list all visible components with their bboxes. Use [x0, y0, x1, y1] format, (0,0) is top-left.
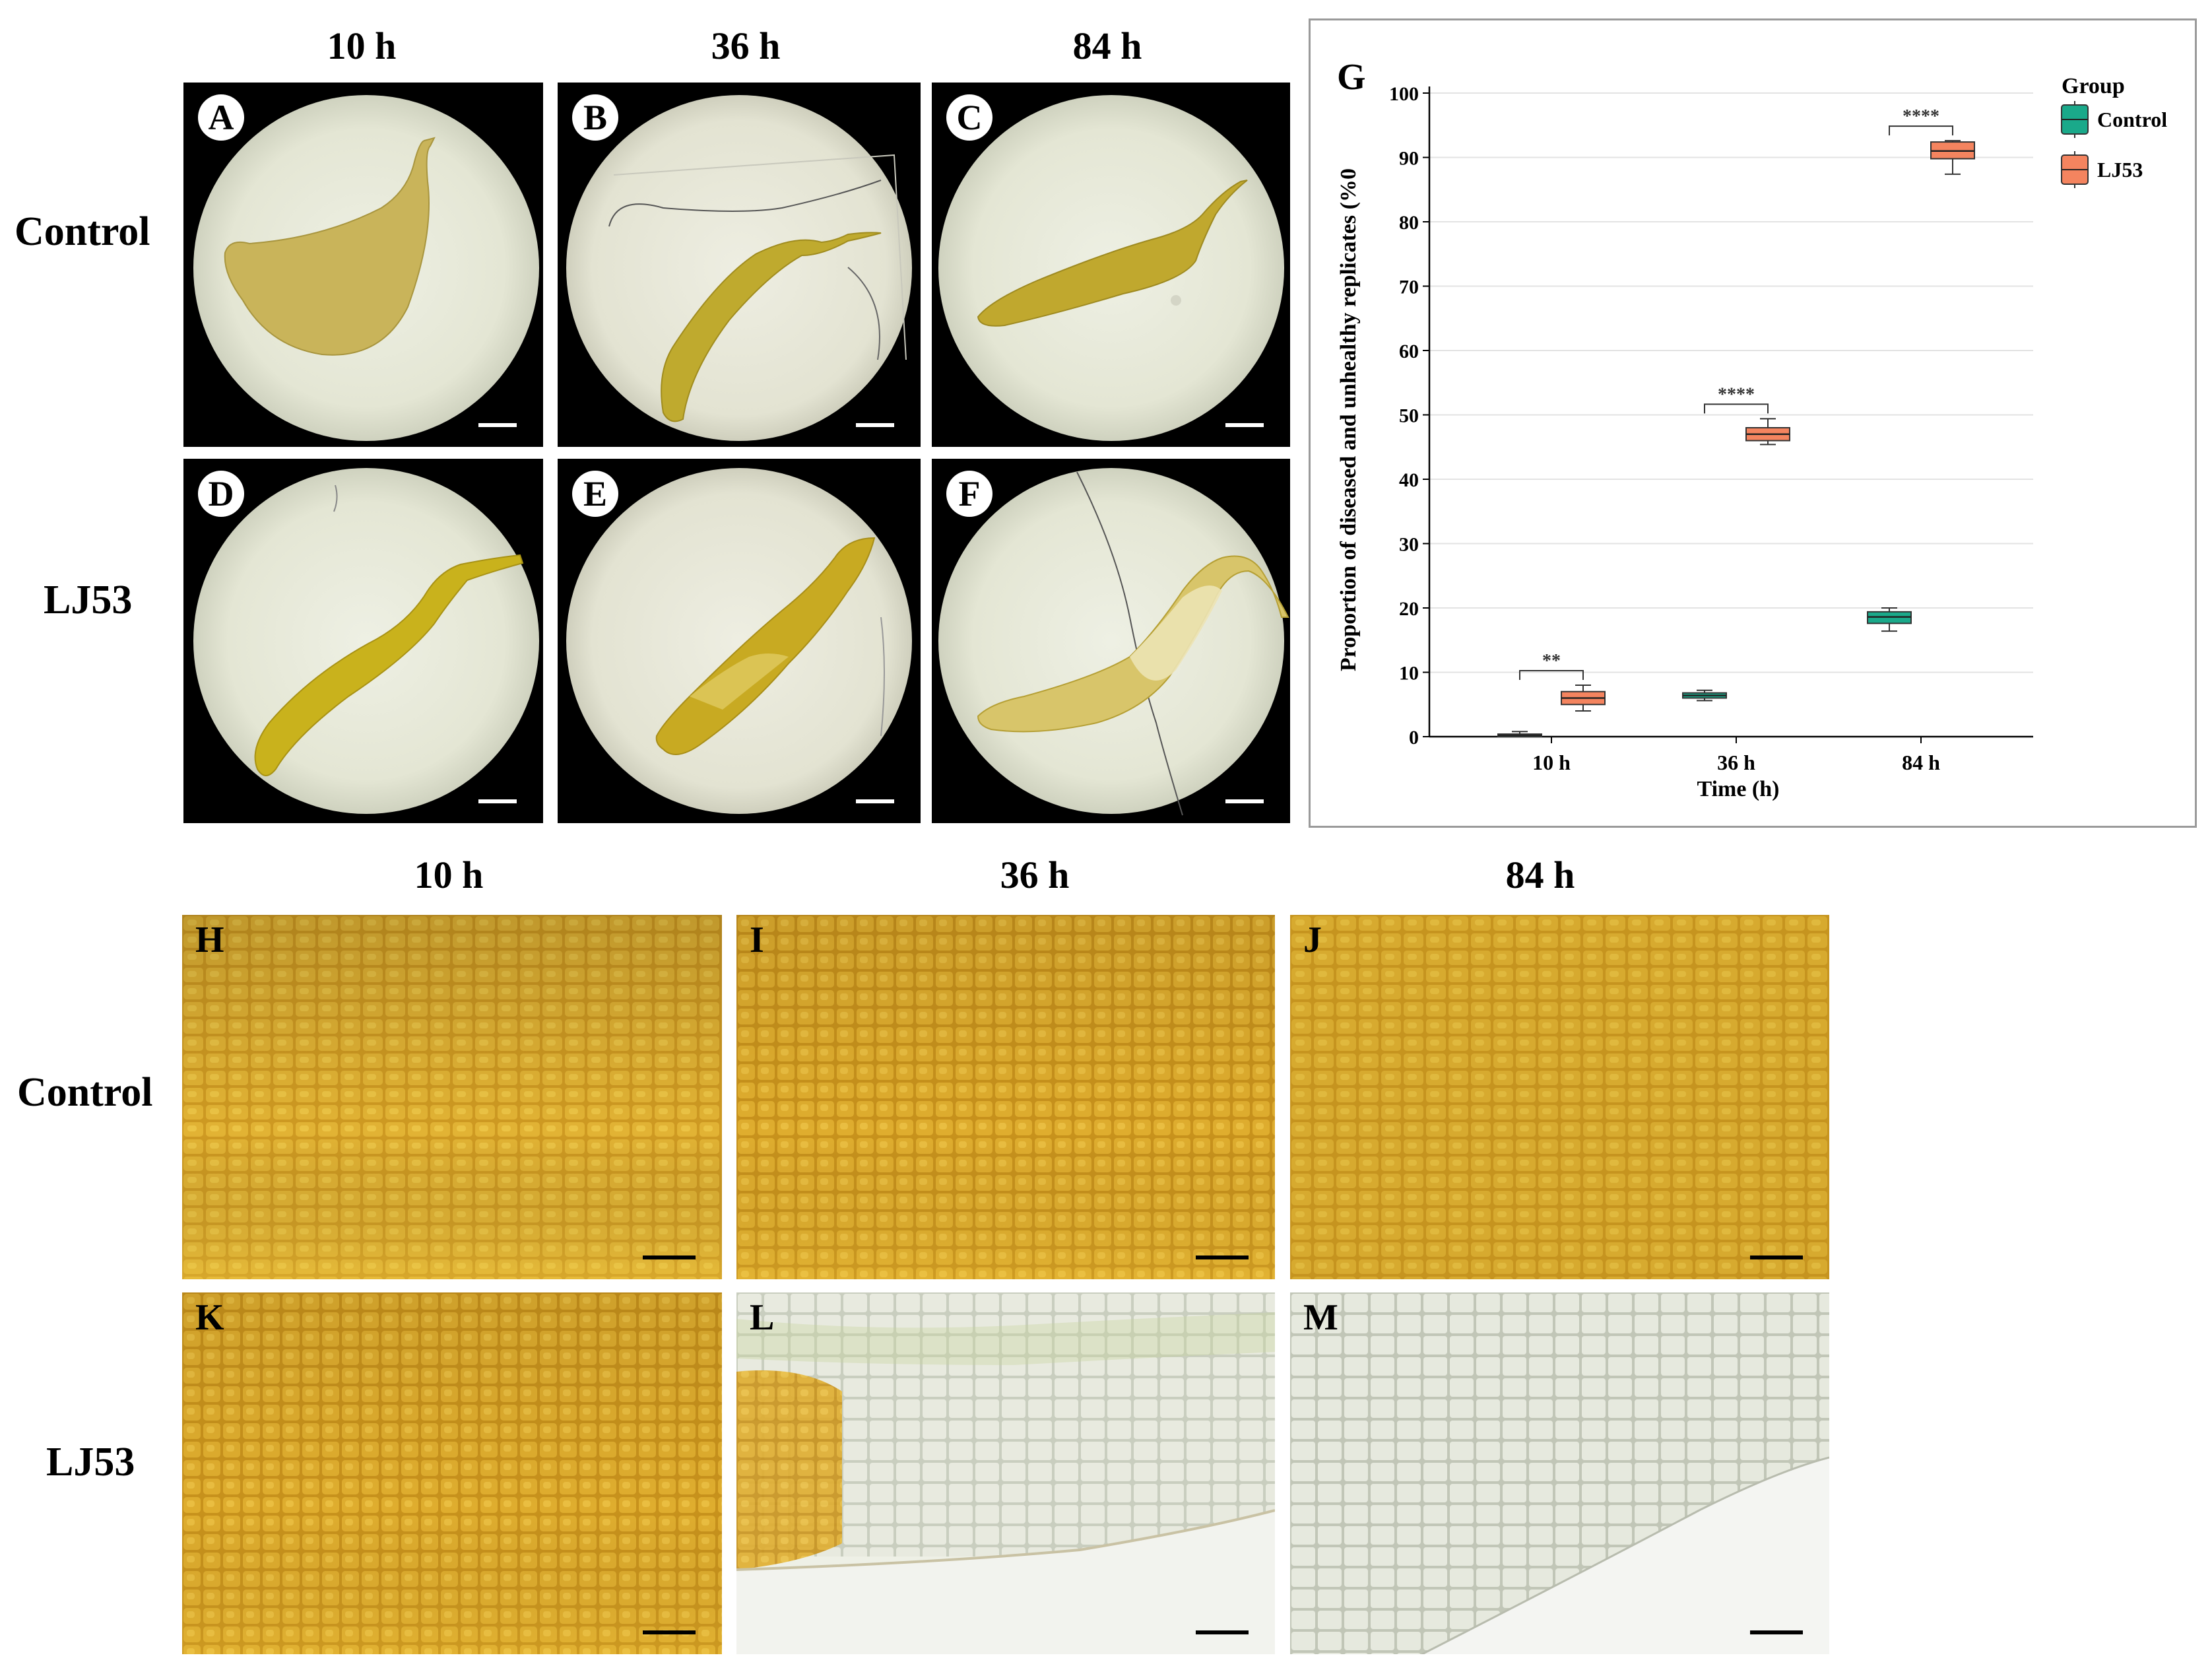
y-tick-label: 70 [1399, 277, 1419, 298]
chart-grid [1429, 92, 2033, 737]
chart-significance: ********** [1519, 106, 1953, 680]
panel-B-control-36h: B [558, 83, 921, 447]
y-tick-label: 100 [1389, 83, 1419, 105]
panel-F-lj53-84h: F [932, 459, 1290, 823]
panel-letter-B: B [572, 94, 618, 141]
panel-letter-G: G [1337, 57, 1366, 98]
panel-letter-A: A [198, 94, 244, 141]
y-tick-label: 20 [1399, 598, 1419, 620]
panel-letter-C: C [946, 94, 992, 141]
significance-label: ** [1542, 651, 1561, 671]
legend-label-control: Control [2097, 108, 2167, 131]
panel-letter-D: D [198, 471, 244, 517]
y-axis-label: Proportion of diseased and unhealthy rep… [1336, 168, 1361, 671]
panel-letter-H: H [195, 920, 224, 960]
significance-label: **** [1718, 384, 1755, 405]
panel-letter-M: M [1303, 1297, 1338, 1338]
significance-bracket [1519, 670, 1584, 680]
cell-micrograph-image [736, 1292, 1275, 1654]
scale-bar [1750, 1256, 1803, 1259]
scale-bar [1196, 1256, 1249, 1259]
significance-bracket [1889, 125, 1953, 136]
panel-letter-L: L [750, 1297, 775, 1338]
top-col-label-10h: 10 h [327, 24, 397, 67]
y-tick-label: 50 [1399, 405, 1419, 427]
y-tick-label: 60 [1399, 341, 1419, 362]
y-tick-label: 10 [1399, 663, 1419, 685]
y-tick-label: 0 [1409, 727, 1419, 749]
panel-L-lj53-36h: L [736, 1292, 1275, 1654]
significance-bracket [1704, 403, 1769, 414]
scale-bar [1750, 1630, 1803, 1634]
bottom-row-label-control: Control [17, 1070, 153, 1115]
leaf-micrograph-image [938, 468, 1289, 816]
scale-bar [856, 423, 894, 427]
leaf-micrograph-image [193, 95, 539, 441]
scale-bar [643, 1256, 696, 1259]
top-row-label-lj53: LJ53 [44, 578, 133, 622]
y-tick-label: 80 [1399, 212, 1419, 234]
chart-legend: Group Control LJ53 [2061, 74, 2167, 188]
significance-label: **** [1903, 106, 1939, 127]
leaf-micrograph-image [193, 468, 539, 814]
x-axis-label: Time (h) [1697, 777, 1780, 801]
scale-bar [1196, 1630, 1249, 1634]
panel-letter-K: K [195, 1297, 224, 1338]
panel-G-chart-frame: G 0 10 20 30 40 50 60 70 80 90 100 10 h 36 h 84 h ** *… [1309, 18, 2197, 828]
scale-bar [478, 423, 517, 427]
bottom-col-label-36h: 36 h [1000, 854, 1070, 896]
chart-axes: 0 10 20 30 40 50 60 70 80 90 100 10 h 36 h 84 h [1389, 83, 2033, 774]
scale-bar [856, 799, 894, 803]
panel-I-control-36h: I [736, 915, 1275, 1279]
panel-K-lj53-10h: K [182, 1292, 722, 1654]
x-tick-label: 10 h [1532, 751, 1571, 774]
legend-label-lj53: LJ53 [2097, 158, 2143, 182]
legend-title: Group [2062, 74, 2125, 98]
panel-E-lj53-36h: E [558, 459, 921, 823]
leaf-micrograph-image [566, 95, 912, 441]
scale-bar [643, 1630, 696, 1634]
panel-letter-E: E [572, 471, 618, 517]
scale-bar [478, 799, 517, 803]
top-row-label-control: Control [15, 209, 150, 254]
panel-A-control-10h: A [183, 83, 543, 447]
scale-bar [1225, 799, 1264, 803]
cell-micrograph-image [1290, 1292, 1829, 1654]
panel-D-lj53-10h: D [183, 459, 543, 823]
panel-letter-F: F [946, 471, 992, 517]
top-col-label-84h: 84 h [1072, 24, 1142, 67]
chart-boxes [1497, 140, 1975, 738]
cell-micrograph-image [182, 915, 722, 1279]
panel-C-control-84h: C [932, 83, 1290, 447]
scale-bar [1225, 423, 1264, 427]
bottom-col-label-84h: 84 h [1505, 854, 1575, 896]
leaf-micrograph-image [566, 468, 912, 814]
bottom-col-label-10h: 10 h [414, 854, 484, 896]
panel-H-control-10h: H [182, 915, 722, 1279]
x-tick-label: 36 h [1717, 751, 1755, 774]
cell-micrograph-image [1290, 915, 1829, 1279]
leaf-micrograph-image [938, 95, 1284, 441]
panel-J-control-84h: J [1290, 915, 1829, 1279]
panel-M-lj53-84h: M [1290, 1292, 1829, 1654]
panel-letter-J: J [1303, 920, 1322, 960]
y-tick-label: 40 [1399, 469, 1419, 491]
cell-micrograph-image [182, 1292, 722, 1654]
panel-letter-I: I [750, 920, 764, 960]
top-col-label-36h: 36 h [711, 24, 781, 67]
bottom-row-label-lj53: LJ53 [46, 1440, 135, 1485]
y-tick-label: 90 [1399, 148, 1419, 170]
y-tick-label: 30 [1399, 534, 1419, 556]
cell-micrograph-image [736, 915, 1275, 1279]
x-tick-label: 84 h [1902, 751, 1940, 774]
